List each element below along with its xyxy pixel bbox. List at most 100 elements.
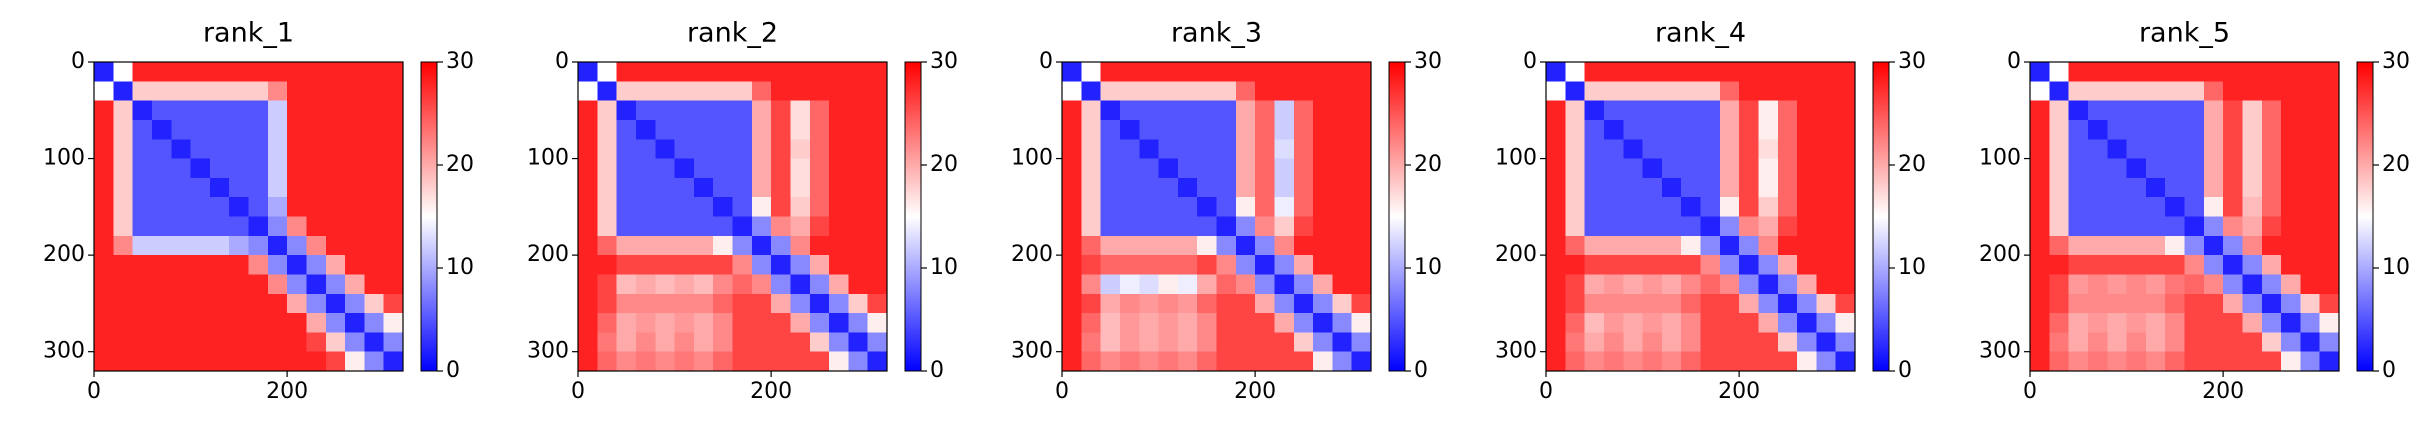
heatmap-cell xyxy=(1313,197,1333,218)
heatmap-cell xyxy=(635,293,656,314)
heatmap-cell xyxy=(732,216,753,237)
heatmap-cell xyxy=(2184,216,2205,237)
heatmap-cell xyxy=(2242,274,2263,295)
heatmap-cell xyxy=(1081,235,1102,256)
y-tick-label: 300 xyxy=(1011,339,1053,364)
heatmap-cell xyxy=(2126,119,2147,140)
heatmap-cell xyxy=(2126,332,2147,353)
heatmap-cell xyxy=(209,216,230,237)
heatmap-cell xyxy=(693,158,714,179)
heatmap-cell xyxy=(1158,177,1179,198)
heatmap-cell xyxy=(1584,100,1605,121)
heatmap-cell xyxy=(1661,100,1682,121)
heatmap-cell xyxy=(2300,177,2321,198)
heatmap-cell xyxy=(829,81,849,102)
heatmap-cell xyxy=(693,274,714,295)
colorbar-tick-label: 20 xyxy=(1414,152,1442,177)
heatmap-cell xyxy=(1623,119,1644,140)
heatmap-cell xyxy=(2203,62,2224,82)
heatmap-cell xyxy=(1758,177,1779,198)
heatmap-cell xyxy=(1197,100,1218,121)
x-tick-label: 200 xyxy=(750,379,792,404)
heatmap-cell xyxy=(2030,235,2050,256)
heatmap-cell xyxy=(287,119,308,140)
plot-frame xyxy=(1545,61,1856,372)
heatmap-cell xyxy=(578,100,598,121)
heatmap-cell xyxy=(1158,139,1179,160)
heatmap-cell xyxy=(1139,216,1160,237)
heatmap-cell xyxy=(693,293,714,314)
y-tick-label: 300 xyxy=(527,339,569,364)
heatmap-cell xyxy=(2126,197,2147,218)
heatmap-cell xyxy=(655,81,676,102)
heatmap-cell xyxy=(171,197,192,218)
heatmap-cell xyxy=(790,197,811,218)
heatmap-cell xyxy=(2068,139,2089,160)
heatmap-cell xyxy=(1603,62,1624,82)
heatmap-cell xyxy=(693,62,714,82)
heatmap-cell xyxy=(674,216,695,237)
heatmap-cell xyxy=(809,177,830,198)
heatmap-cell xyxy=(1158,313,1179,333)
heatmap-cell xyxy=(1777,255,1798,276)
heatmap-cell xyxy=(1661,313,1682,333)
heatmap-cell xyxy=(1216,62,1237,82)
heatmap-cell xyxy=(2319,81,2340,102)
heatmap-cell xyxy=(1835,197,1856,218)
heatmap-cell xyxy=(2261,332,2282,353)
heatmap-cell xyxy=(209,351,230,372)
heatmap-cell xyxy=(2049,313,2070,333)
heatmap-cell xyxy=(1100,158,1121,179)
heatmap-cell xyxy=(1739,235,1760,256)
heatmap-cell xyxy=(1235,100,1256,121)
heatmap-cell xyxy=(771,177,792,198)
heatmap-cell xyxy=(1100,139,1121,160)
heatmap-cell xyxy=(2242,197,2263,218)
heatmap-cell xyxy=(2049,139,2070,160)
heatmap-cell xyxy=(2319,351,2340,372)
x-tick-label: 200 xyxy=(1718,379,1760,404)
heatmap-cell xyxy=(1235,332,1256,353)
heatmap-cell xyxy=(1177,197,1198,218)
heatmap-cell xyxy=(209,62,230,82)
heatmap-cell xyxy=(1351,197,1372,218)
heatmap-cell xyxy=(1739,216,1760,237)
heatmap-cell xyxy=(1739,119,1760,140)
heatmap-cell xyxy=(209,177,230,198)
heatmap-cell xyxy=(1546,139,1566,160)
heatmap-cell xyxy=(1546,235,1566,256)
heatmap-cell xyxy=(1119,100,1140,121)
heatmap-cell xyxy=(2126,177,2147,198)
heatmap-cell xyxy=(2203,216,2224,237)
heatmap-cell xyxy=(674,119,695,140)
heatmap-cell xyxy=(383,100,404,121)
heatmap-cell xyxy=(597,62,618,82)
heatmap-cell xyxy=(2300,216,2321,237)
chart-title: rank_3 xyxy=(1171,18,1262,49)
x-tick-label: 0 xyxy=(1539,379,1553,404)
heatmap-cell xyxy=(2281,100,2301,121)
heatmap-cell xyxy=(113,313,134,333)
heatmap-cell xyxy=(1197,177,1218,198)
heatmap-cell xyxy=(2165,274,2186,295)
heatmap-cell xyxy=(655,255,676,276)
heatmap-cell xyxy=(2242,235,2263,256)
heatmap-cell xyxy=(1546,216,1566,237)
heatmap-cell xyxy=(1681,119,1702,140)
heatmap-cell xyxy=(1777,177,1798,198)
heatmap-cell xyxy=(2049,293,2070,314)
heatmap-cell xyxy=(2184,100,2205,121)
heatmap-cell xyxy=(1797,81,1817,102)
heatmap-cell xyxy=(2145,177,2166,198)
heatmap-cell xyxy=(2281,255,2301,276)
heatmap-cell xyxy=(190,255,211,276)
heatmap-cell xyxy=(2300,235,2321,256)
heatmap-cell xyxy=(113,274,134,295)
heatmap-cell xyxy=(2223,351,2244,372)
heatmap-cell xyxy=(616,274,637,295)
heatmap-cell xyxy=(94,197,114,218)
heatmap-cell xyxy=(151,293,172,314)
heatmap-cell xyxy=(1835,81,1856,102)
heatmap-cell xyxy=(809,216,830,237)
heatmap-cell xyxy=(713,332,734,353)
